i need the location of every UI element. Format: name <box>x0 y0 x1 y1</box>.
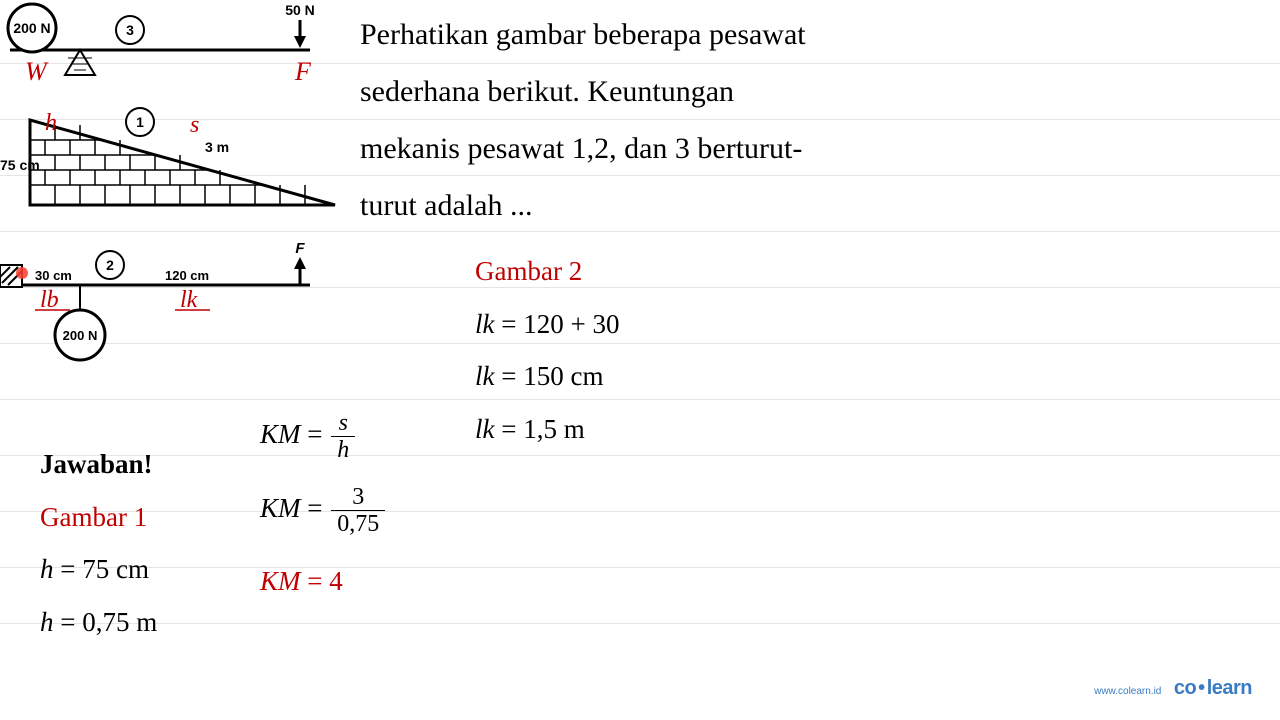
diagram-panel: 200 N 3 50 N W F <box>0 0 350 400</box>
watermark-url: www.colearn.id <box>1094 686 1161 697</box>
lever-force-label: 50 N <box>285 2 315 18</box>
diagram-lever: 200 N 3 50 N W F <box>8 2 315 86</box>
lever2-f: F <box>295 240 305 257</box>
lever2-lb: lb <box>40 287 59 313</box>
g1-title: Gambar 1 <box>40 491 240 544</box>
lever2-lk: lk <box>180 287 198 313</box>
incline-h-val: 75 cm <box>0 157 40 173</box>
answer-title: Jawaban! <box>40 438 240 491</box>
km2-num: 3 <box>331 484 385 511</box>
question-text: Perhatikan gambar beberapa pesawat seder… <box>360 6 1140 234</box>
incline-number: 1 <box>136 114 144 130</box>
lever-w-label: W <box>25 57 49 86</box>
brand-a: co <box>1174 677 1196 699</box>
brand-b: learn <box>1207 677 1252 699</box>
km1-den: h <box>331 437 355 463</box>
lever2-lk-val: 120 cm <box>165 268 209 283</box>
km1-num: s <box>331 410 355 437</box>
diagram-lever2: 200 N 2 30 cm 120 cm lb lk F <box>0 240 310 360</box>
lever-load-label: 200 N <box>13 20 50 36</box>
q-line1: Perhatikan gambar beberapa pesawat <box>360 18 806 51</box>
g2-lk3: lk = 1,5 m <box>475 403 775 456</box>
lever-f-label: F <box>294 57 312 86</box>
g2-lk2: lk = 150 cm <box>475 350 775 403</box>
g1-h2: h <box>40 607 54 637</box>
g2-title: Gambar 2 <box>475 245 775 298</box>
lever2-lb-val: 30 cm <box>35 268 72 283</box>
km2-den: 0,75 <box>331 511 385 537</box>
q-line4: turut adalah ... <box>360 189 532 222</box>
incline-h-label: h <box>45 110 57 136</box>
page-root: 200 N 3 50 N W F <box>0 0 1280 720</box>
q-line2: sederhana berikut. Keuntungan <box>360 75 734 108</box>
diagram-incline: 1 h 75 cm s 3 m <box>0 108 335 205</box>
diagrams-svg: 200 N 3 50 N W F <box>0 0 350 400</box>
lever2-load: 200 N <box>63 328 98 343</box>
answer-column-3: Gambar 2 lk = 120 + 30 lk = 150 cm lk = … <box>475 245 775 456</box>
incline-s-val: 3 m <box>205 139 229 155</box>
q-line3: mekanis pesawat 1,2, dan 3 berturut- <box>360 132 802 165</box>
incline-s-label: s <box>190 112 199 138</box>
lever-number: 3 <box>126 22 134 38</box>
answer-column-1: Jawaban! Gambar 1 h = 75 cm h = 0,75 m <box>40 438 240 649</box>
watermark-brand: co•learn <box>1174 677 1252 699</box>
km-formula-1: KM = s h <box>260 408 440 464</box>
lever2-number: 2 <box>106 257 114 273</box>
g1-h1: h <box>40 554 54 584</box>
km-formula-2: KM = 3 0,75 <box>260 482 440 538</box>
g2-lk1: lk = 120 + 30 <box>475 298 775 351</box>
answer-column-2: KM = s h KM = 3 0,75 KM = 4 <box>260 408 440 608</box>
km-result: KM = 4 <box>260 555 440 608</box>
watermark: www.colearn.id co•learn <box>1094 677 1252 700</box>
